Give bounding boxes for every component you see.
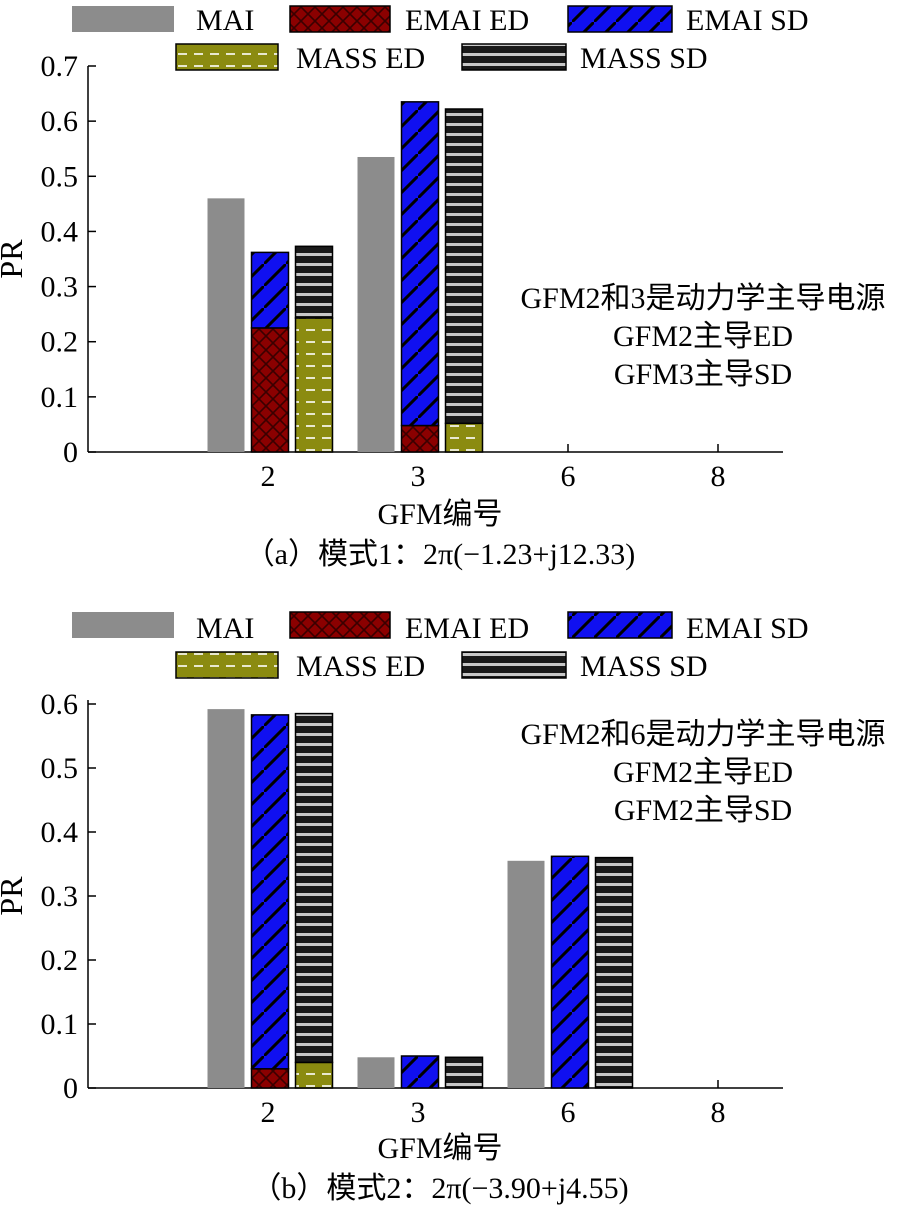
- x-tick-label: 2: [261, 460, 276, 493]
- y-tick-label: 0.3: [41, 271, 79, 304]
- panel-b: MAI EMAI ED EMAI SD MASS ED MASS SD 0 0.1…: [0, 611, 886, 1205]
- legend-label-mass-ed: MASS ED: [296, 42, 425, 75]
- bar-emai-sd: [250, 251, 290, 329]
- legend-swatch-emai-sd: [567, 5, 673, 33]
- y-axis-label-b: PR: [0, 876, 29, 916]
- x-tick-label: 2: [261, 1096, 276, 1129]
- x-axis-a: 2 3 6 8 GFM编号: [88, 444, 783, 531]
- annotation-a: GFM2和3是动力学主导电源 GFM2主导ED GFM3主导SD: [520, 282, 885, 391]
- bar-mai: [507, 860, 545, 1088]
- y-tick-label: 0.4: [41, 816, 79, 849]
- bar-emai-ed: [400, 424, 440, 453]
- bar-mass-sd: [294, 245, 334, 319]
- bar-mass-sd: [444, 108, 484, 425]
- y-tick-label: 0.6: [41, 105, 79, 138]
- bar-emai-sd: [250, 714, 290, 1070]
- annotation-b-line-1: GFM2和6是动力学主导电源: [520, 718, 885, 751]
- legend-swatch-mass-sd: [461, 651, 567, 679]
- y-tick-label: 0: [63, 1072, 78, 1105]
- x-axis-b: 2 3 6 8 GFM编号: [88, 1080, 783, 1165]
- y-tick-label: 0.5: [41, 752, 79, 785]
- y-tick-label: 0.6: [41, 688, 79, 721]
- y-tick-label: 0.2: [41, 944, 79, 977]
- annotation-a-line-3: GFM3主导SD: [614, 358, 792, 391]
- legend-swatch-mass-sd: [461, 43, 567, 71]
- legend-swatch-emai-sd: [567, 611, 673, 639]
- x-tick-label: 8: [711, 1096, 726, 1129]
- y-tick-label: 0.5: [41, 160, 79, 193]
- legend-b: MAI EMAI ED EMAI SD MASS ED MASS SD: [72, 611, 809, 683]
- legend-label-mass-sd: MASS SD: [580, 42, 708, 75]
- x-tick-label: 6: [561, 1096, 576, 1129]
- bar-mass-sd: [444, 1056, 484, 1089]
- bars-a: [207, 101, 484, 453]
- x-axis-label-b: GFM编号: [377, 1132, 502, 1165]
- bar-emai-ed: [250, 1068, 290, 1089]
- legend-swatch-mass-ed: [175, 43, 279, 71]
- bars-b: [207, 709, 634, 1089]
- bar-mai: [207, 709, 245, 1088]
- bar-mai: [357, 156, 395, 452]
- bar-emai-sd: [550, 855, 590, 1089]
- x-tick-label: 8: [711, 460, 726, 493]
- y-tick-label: 0.3: [41, 880, 79, 913]
- caption-a: （a）模式1：2π(−1.23+j12.33): [245, 538, 636, 571]
- annotation-a-line-2: GFM2主导ED: [613, 320, 793, 353]
- caption-b: （b）模式2：2π(−3.90+j4.55): [251, 1172, 628, 1205]
- annotation-a-line-1: GFM2和3是动力学主导电源: [520, 282, 885, 315]
- legend-label-emai-ed: EMAI ED: [405, 612, 529, 645]
- bar-emai-ed: [250, 327, 290, 453]
- annotation-b-line-3: GFM2主导SD: [614, 794, 792, 827]
- legend-swatch-mai: [72, 612, 174, 638]
- bar-mass-sd: [294, 712, 334, 1064]
- bar-emai-sd: [400, 101, 440, 427]
- y-tick-label: 0.2: [41, 326, 79, 359]
- x-tick-label: 3: [411, 460, 426, 493]
- legend-label-mass-sd: MASS SD: [580, 650, 708, 683]
- annotation-b: GFM2和6是动力学主导电源 GFM2主导ED GFM2主导SD: [520, 718, 885, 827]
- legend-swatch-mass-ed: [175, 651, 279, 679]
- legend-a: MAI EMAI ED EMAI SD MASS ED MASS SD: [72, 4, 809, 75]
- y-tick-label: 0: [63, 436, 78, 469]
- legend-label-emai-ed: EMAI ED: [405, 4, 529, 37]
- y-axis-a: 0 0.1 0.2 0.3 0.4 0.5 0.6 0.7 PR: [0, 50, 96, 469]
- legend-label-mass-ed: MASS ED: [296, 650, 425, 683]
- y-axis-b: 0 0.1 0.2 0.3 0.4 0.5 0.6 PR: [0, 688, 96, 1105]
- bar-mass-ed: [294, 1061, 334, 1089]
- legend-swatch-emai-ed: [289, 611, 391, 639]
- y-tick-label: 0.1: [41, 381, 79, 414]
- bar-mass-ed: [444, 422, 484, 453]
- legend-label-mai: MAI: [196, 4, 254, 37]
- y-tick-label: 0.4: [41, 215, 79, 248]
- y-tick-label: 0.1: [41, 1008, 79, 1041]
- panel-a: MAI EMAI ED EMAI SD MASS ED MASS SD 0 0.1…: [0, 4, 886, 571]
- bar-mai: [207, 198, 245, 452]
- annotation-b-line-2: GFM2主导ED: [613, 756, 793, 789]
- bar-emai-sd: [400, 1055, 440, 1089]
- legend-label-mai: MAI: [196, 612, 254, 645]
- legend-swatch-mai: [72, 6, 174, 32]
- legend-label-emai-sd: EMAI SD: [686, 612, 809, 645]
- y-axis-label-a: PR: [0, 239, 29, 279]
- x-tick-label: 6: [561, 460, 576, 493]
- legend-swatch-emai-ed: [289, 5, 391, 33]
- bar-mass-sd: [594, 856, 634, 1089]
- bar-mass-ed: [294, 317, 334, 453]
- bar-mai: [357, 1057, 395, 1088]
- x-tick-label: 3: [411, 1096, 426, 1129]
- y-tick-label: 0.7: [41, 50, 79, 83]
- legend-label-emai-sd: EMAI SD: [686, 4, 809, 37]
- x-axis-label-a: GFM编号: [377, 498, 502, 531]
